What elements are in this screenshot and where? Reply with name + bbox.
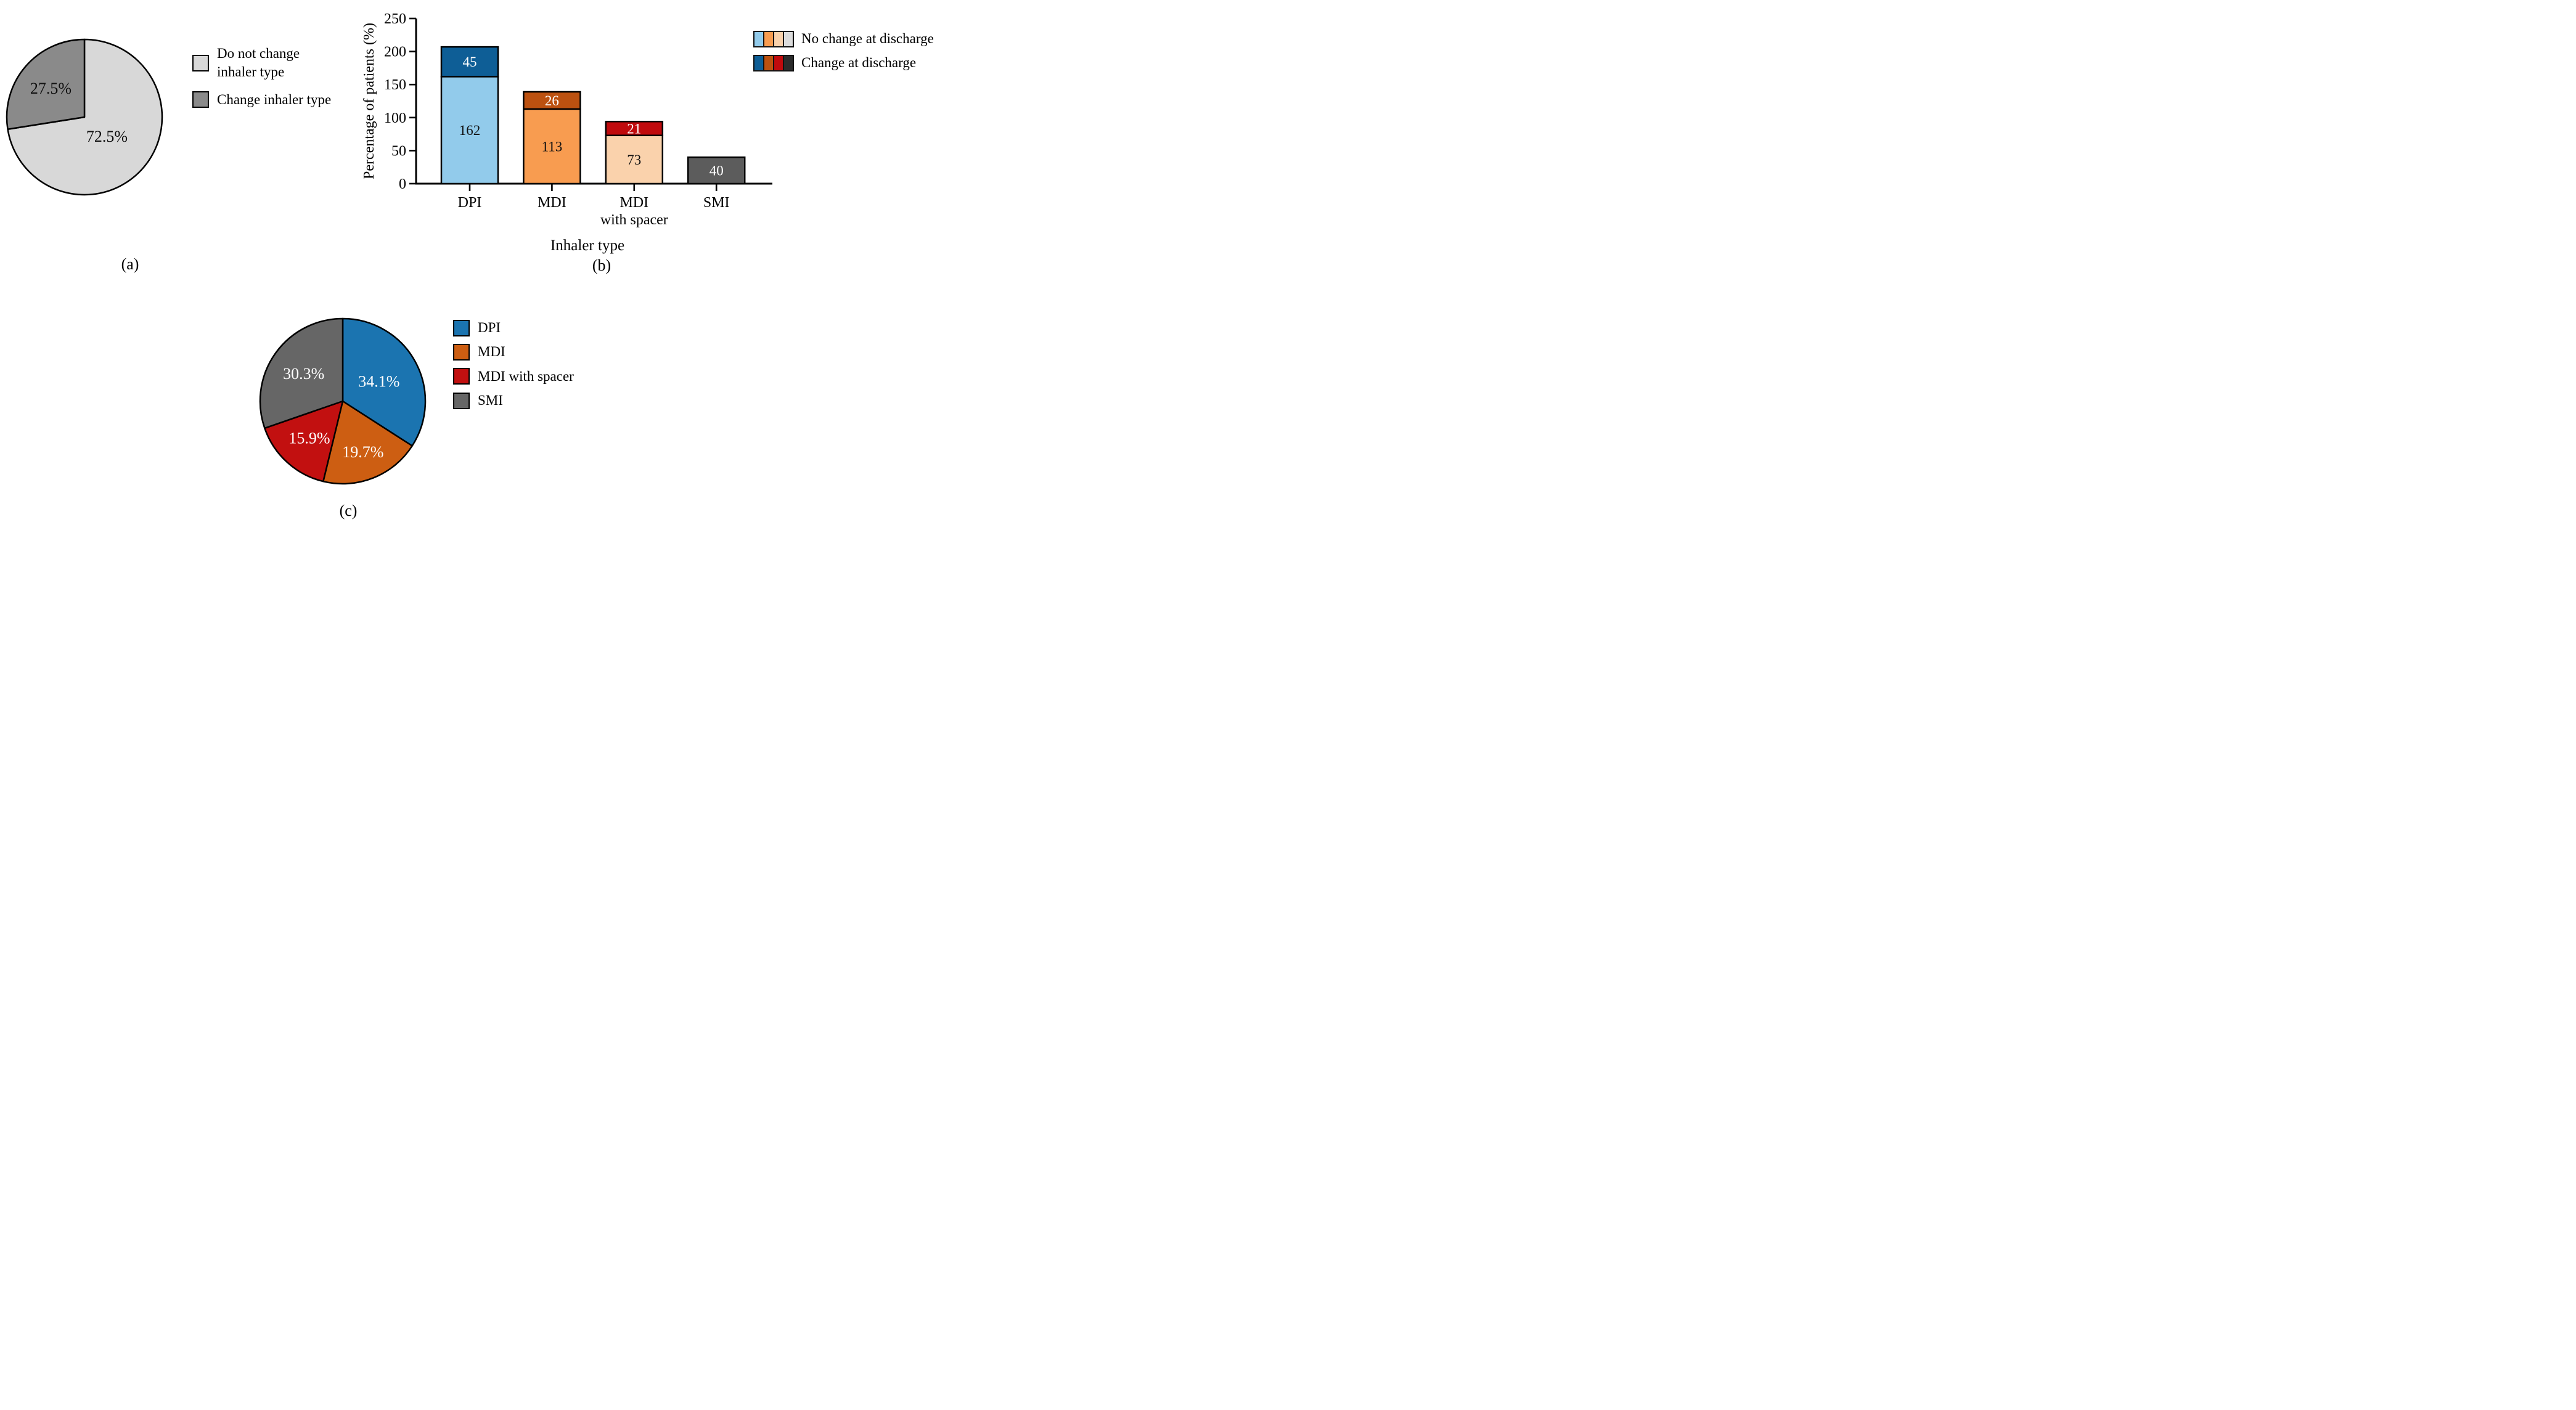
panel-c-label: (c) <box>339 502 358 520</box>
legend-swatch-cell <box>783 56 793 71</box>
pie-slice-label: 72.5% <box>86 128 128 145</box>
bar-value-label: 45 <box>463 54 477 70</box>
legend-label-change: Change inhaler type <box>217 91 332 107</box>
legend-swatch-smi <box>453 392 470 409</box>
legend-label-mdi: MDI <box>478 344 505 360</box>
legend-item-mdi-with-spacer: MDI with spacer <box>453 367 574 386</box>
legend-panel-c: DPI MDI MDI with spacer SMI <box>453 319 574 415</box>
pie-slice-label: 15.9% <box>288 429 330 447</box>
pie-chart-change-vs-no-change: 72.5% 27.5% <box>6 38 163 196</box>
legend-label-dpi: DPI <box>478 320 501 335</box>
legend-panel-a: Do not change inhaler type Change inhale… <box>192 44 331 118</box>
legend-swatch-cell <box>763 31 773 46</box>
bar-segment <box>605 120 664 136</box>
legend-swatch-cell <box>783 31 793 46</box>
y-tick-label: 50 <box>391 143 406 159</box>
stacked-bar-chart-inhaler-type: Percentage of patients (%) 0 50 100 150 200 25… <box>361 11 772 254</box>
legend-swatch-cell <box>773 31 783 46</box>
pie-slice <box>6 38 86 130</box>
x-tick-label: SMI <box>703 195 730 211</box>
legend-label-change-at-discharge: Change at discharge <box>801 55 917 71</box>
x-axis-title: Inhaler type <box>550 237 624 254</box>
bar-value-label: 40 <box>709 163 724 179</box>
bar-segment <box>523 108 581 185</box>
y-tick-label: 100 <box>384 110 406 126</box>
x-tick-label: MDI <box>619 195 648 211</box>
legend-swatch-mdi-with-spacer <box>453 368 470 385</box>
legend-label-no-change-at-discharge: No change at discharge <box>801 31 934 46</box>
x-tick-label: with spacer <box>600 212 668 228</box>
panel-a-label: (a) <box>121 255 139 273</box>
legend-item-mdi: MDI <box>453 343 574 361</box>
bar-value-label: 26 <box>545 93 559 108</box>
pie-slice-label: 19.7% <box>342 443 383 461</box>
panel-b-label: (b) <box>592 256 611 274</box>
legend-item-change: Change inhaler type <box>192 91 331 109</box>
bar-segment <box>687 156 746 185</box>
legend-label-smi: SMI <box>478 393 503 409</box>
bar-value-label: 21 <box>627 121 641 136</box>
pie-slice-label: 27.5% <box>30 79 72 97</box>
legend-swatch-no-change-at-discharge <box>753 30 794 47</box>
pie-slice-label: 30.3% <box>283 365 324 383</box>
pie-slice <box>322 400 413 485</box>
bar-value-label: 113 <box>542 139 563 154</box>
legend-swatch-change <box>192 91 209 108</box>
y-tick-label: 150 <box>384 77 406 93</box>
figure-canvas: 72.5% 27.5% Do not change inhaler type Ch… <box>0 0 967 529</box>
legend-swatch-cell <box>754 56 763 71</box>
legend-swatch-cell <box>773 56 783 71</box>
legend-item-change-at-discharge: Change at discharge <box>753 54 934 72</box>
pie-chart-inhaler-type-distribution: 34.1% 19.7% 15.9% 30.3% <box>259 317 427 485</box>
y-tick-label: 250 <box>384 11 406 27</box>
legend-label-do-not-change: Do not change inhaler type <box>217 46 300 80</box>
legend-swatch-cell <box>754 31 763 46</box>
pie-slice-label: 34.1% <box>358 373 399 391</box>
legend-panel-b: No change at discharge Change at dischar… <box>753 30 934 78</box>
legend-item-no-change-at-discharge: No change at discharge <box>753 30 934 48</box>
y-axis-title: Percentage of patients (%) <box>361 23 377 179</box>
legend-swatch-change-at-discharge <box>753 55 794 72</box>
bar-segment <box>523 91 581 110</box>
bar-value-label: 162 <box>459 123 481 138</box>
x-tick-label: DPI <box>458 195 482 211</box>
legend-swatch-cell <box>763 56 773 71</box>
legend-swatch-dpi <box>453 319 470 336</box>
bar-value-label: 73 <box>627 152 641 168</box>
bar-segment <box>440 76 499 185</box>
pie-slice <box>259 317 344 430</box>
legend-label-mdi-with-spacer: MDI with spacer <box>478 368 574 384</box>
x-tick-label: MDI <box>538 195 566 211</box>
legend-item-smi: SMI <box>453 391 574 410</box>
pie-slice <box>264 400 344 483</box>
legend-item-dpi: DPI <box>453 319 574 337</box>
y-tick-label: 0 <box>399 176 406 192</box>
bar-segment <box>440 46 499 78</box>
legend-swatch-do-not-change <box>192 54 209 71</box>
legend-item-do-not-change: Do not change inhaler type <box>192 44 331 82</box>
y-tick-label: 200 <box>384 44 406 60</box>
legend-swatch-mdi <box>453 344 470 361</box>
